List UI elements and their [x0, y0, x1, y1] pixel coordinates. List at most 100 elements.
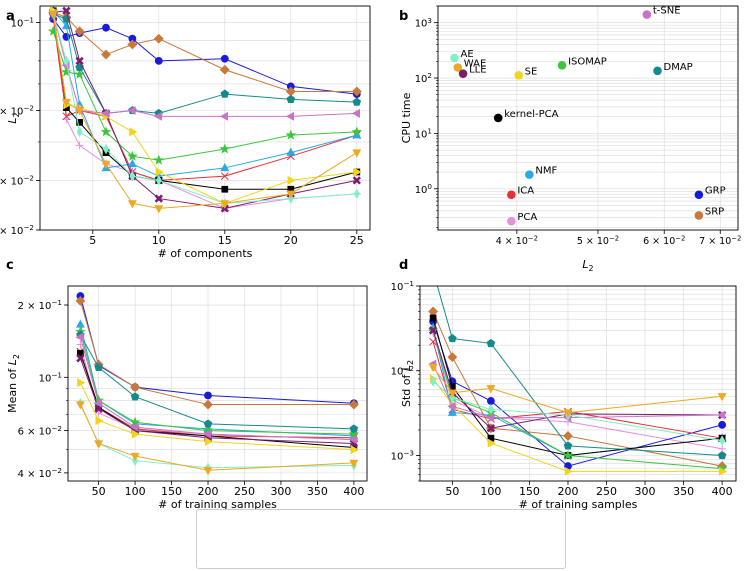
series-line-wae [432, 366, 723, 414]
series-line-grp [79, 295, 354, 404]
point-label-nmf: NMF [535, 166, 557, 177]
point-lle [428, 326, 438, 335]
point-kernel-pca [77, 349, 84, 357]
point-isomap [129, 416, 141, 427]
point-lle [76, 354, 85, 363]
point-t-sne [219, 111, 228, 121]
series-ica [49, 13, 361, 185]
point-se [487, 438, 496, 448]
point-dmap [717, 450, 727, 460]
point-wae [75, 107, 85, 116]
point-wae [94, 440, 104, 449]
point-kernel-pca [429, 314, 437, 322]
point-label-t-sne: t-SNE [653, 6, 681, 17]
y-ticks-b: 100​ 101​ 102​ 103​ [415, 5, 438, 228]
grid-d [420, 285, 736, 482]
x-tick-label: 20 [284, 234, 298, 247]
point-dmap [448, 334, 457, 343]
point-wae [349, 459, 359, 468]
point-ae [487, 404, 494, 415]
point-srp [694, 211, 704, 220]
series-line-wae [52, 13, 358, 209]
point-se [129, 127, 138, 137]
point-label-pca: PCA [517, 212, 537, 223]
series-isomap [47, 25, 363, 165]
y-tick-label: 2 × 10−1​ [18, 298, 62, 312]
x-axis-label-d: # of training samples [519, 498, 638, 511]
point-isomap [47, 25, 59, 36]
series-line-kernel-pca [432, 317, 723, 456]
plot-area-c [75, 292, 360, 476]
point-pca [76, 340, 85, 349]
x-tick-label: 100 [480, 485, 501, 498]
y-tick-label: 10−1​ [391, 279, 414, 293]
point-nmf [286, 147, 296, 156]
point-grp [102, 23, 110, 32]
point-srp [153, 33, 164, 44]
panel-letter-b: b [399, 9, 408, 24]
point-t-sne [642, 10, 652, 19]
series-se [77, 378, 359, 455]
x-tick-label: 100 [125, 485, 146, 498]
point-t-sne [93, 398, 102, 408]
point-dmap [352, 97, 362, 106]
x-tick-label: 10 [152, 234, 166, 247]
plot-area-b [450, 10, 704, 226]
plot-area-d [427, 286, 728, 476]
panel-letter-c: c [6, 258, 14, 273]
point-wae [48, 10, 58, 19]
series-line-ae [52, 13, 357, 204]
series-dmap [436, 286, 727, 460]
point-label-wae: WAE [464, 58, 487, 69]
point-ae [719, 435, 726, 446]
point-ae [450, 53, 459, 63]
point-srp [563, 431, 573, 441]
y-tick-label: 100​ [415, 182, 433, 196]
point-srp [348, 399, 359, 410]
point-grp [718, 420, 727, 429]
point-dmap [220, 89, 230, 98]
point-label-ica: ICA [517, 186, 534, 197]
point-wae [447, 389, 457, 398]
point-t-sne [75, 332, 84, 342]
point-se [95, 416, 104, 426]
point-wae [203, 467, 213, 476]
point-ae [129, 170, 136, 182]
x-ticks-d: 50 100 150 200 250 300 350 400 [445, 481, 733, 498]
series-line-ae [79, 403, 354, 469]
point-lle [154, 194, 163, 203]
y-tick-label: 10−1​ [39, 371, 62, 385]
point-srp [75, 296, 86, 306]
series-line-grp [432, 321, 723, 467]
point-t-sne [285, 111, 294, 121]
panel-c: 50 100 150 200 250 300 350 400 4 × 10−2​ 6 × 10−2… [6, 258, 368, 511]
series-line-srp [53, 11, 357, 92]
series-t-sne [48, 9, 360, 121]
series-line-nmf [52, 10, 357, 177]
point-isomap [285, 129, 297, 140]
series-wae [75, 401, 359, 476]
point-kernel-pca [76, 119, 83, 126]
panel-d: 50 100 150 200 250 300 350 400 10−3​ 10−2​ 10−1​ # … [391, 258, 737, 511]
point-grp [204, 391, 212, 400]
y-axis-label-a: L2​ [6, 112, 21, 123]
grid-c [68, 286, 367, 481]
series-grp [429, 317, 727, 470]
point-wae [717, 393, 727, 402]
point-wae [75, 401, 85, 410]
y-tick-label: 103​ [415, 16, 432, 30]
point-nmf [220, 162, 230, 172]
axes-frame-b [437, 5, 739, 231]
series-srp [75, 296, 359, 410]
y-tick-label: 4 × 10−2​ [0, 174, 34, 188]
x-tick-label: 200 [557, 485, 578, 498]
point-dmap [486, 338, 496, 348]
series-ae [50, 8, 360, 209]
point-ae [430, 376, 437, 387]
point-dmap [130, 392, 140, 401]
point-ae [353, 188, 360, 200]
y-tick-label: 6 × 10−2​ [0, 104, 34, 118]
point-isomap [153, 154, 165, 165]
series-wae [48, 10, 362, 214]
point-lle [486, 424, 496, 433]
